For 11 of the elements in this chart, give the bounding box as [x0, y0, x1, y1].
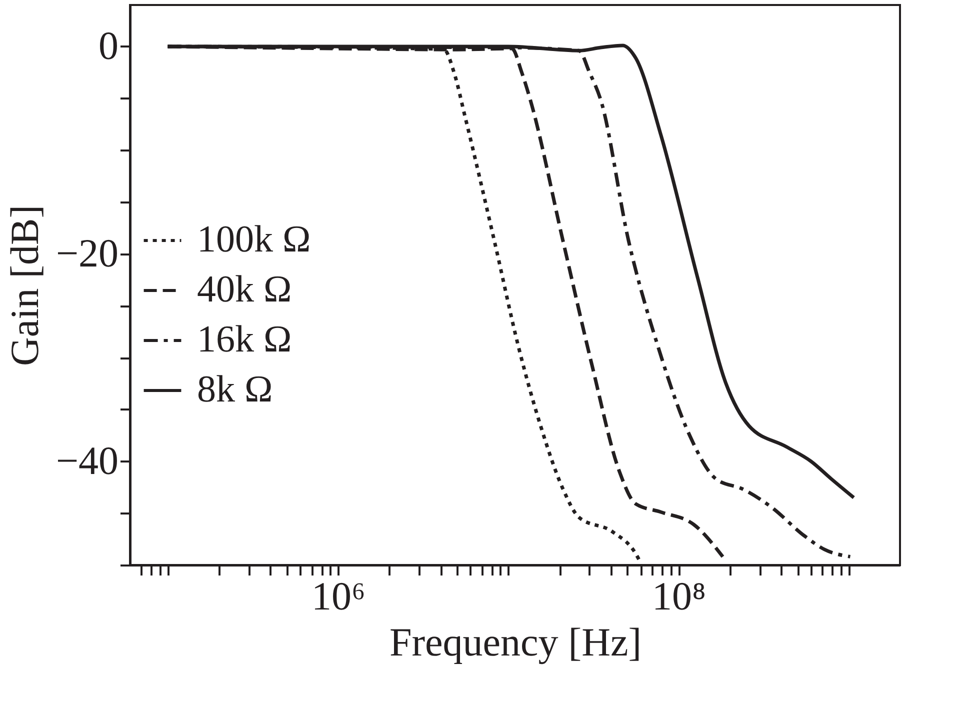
- legend-label: 100k Ω: [197, 218, 311, 260]
- legend-label: 16k Ω: [197, 318, 292, 360]
- legend-label: 8k Ω: [197, 368, 273, 410]
- y-axis-title: Gain [dB]: [2, 204, 47, 366]
- legend-label: 40k Ω: [197, 268, 292, 310]
- y-tick-label: −20: [56, 230, 118, 276]
- y-tick-label: 0: [98, 22, 118, 68]
- x-tick-label: 10⁶: [312, 574, 366, 618]
- x-tick-label: 10⁸: [652, 574, 706, 618]
- x-axis-title: Frequency [Hz]: [389, 620, 642, 664]
- y-tick-label: −40: [56, 438, 118, 483]
